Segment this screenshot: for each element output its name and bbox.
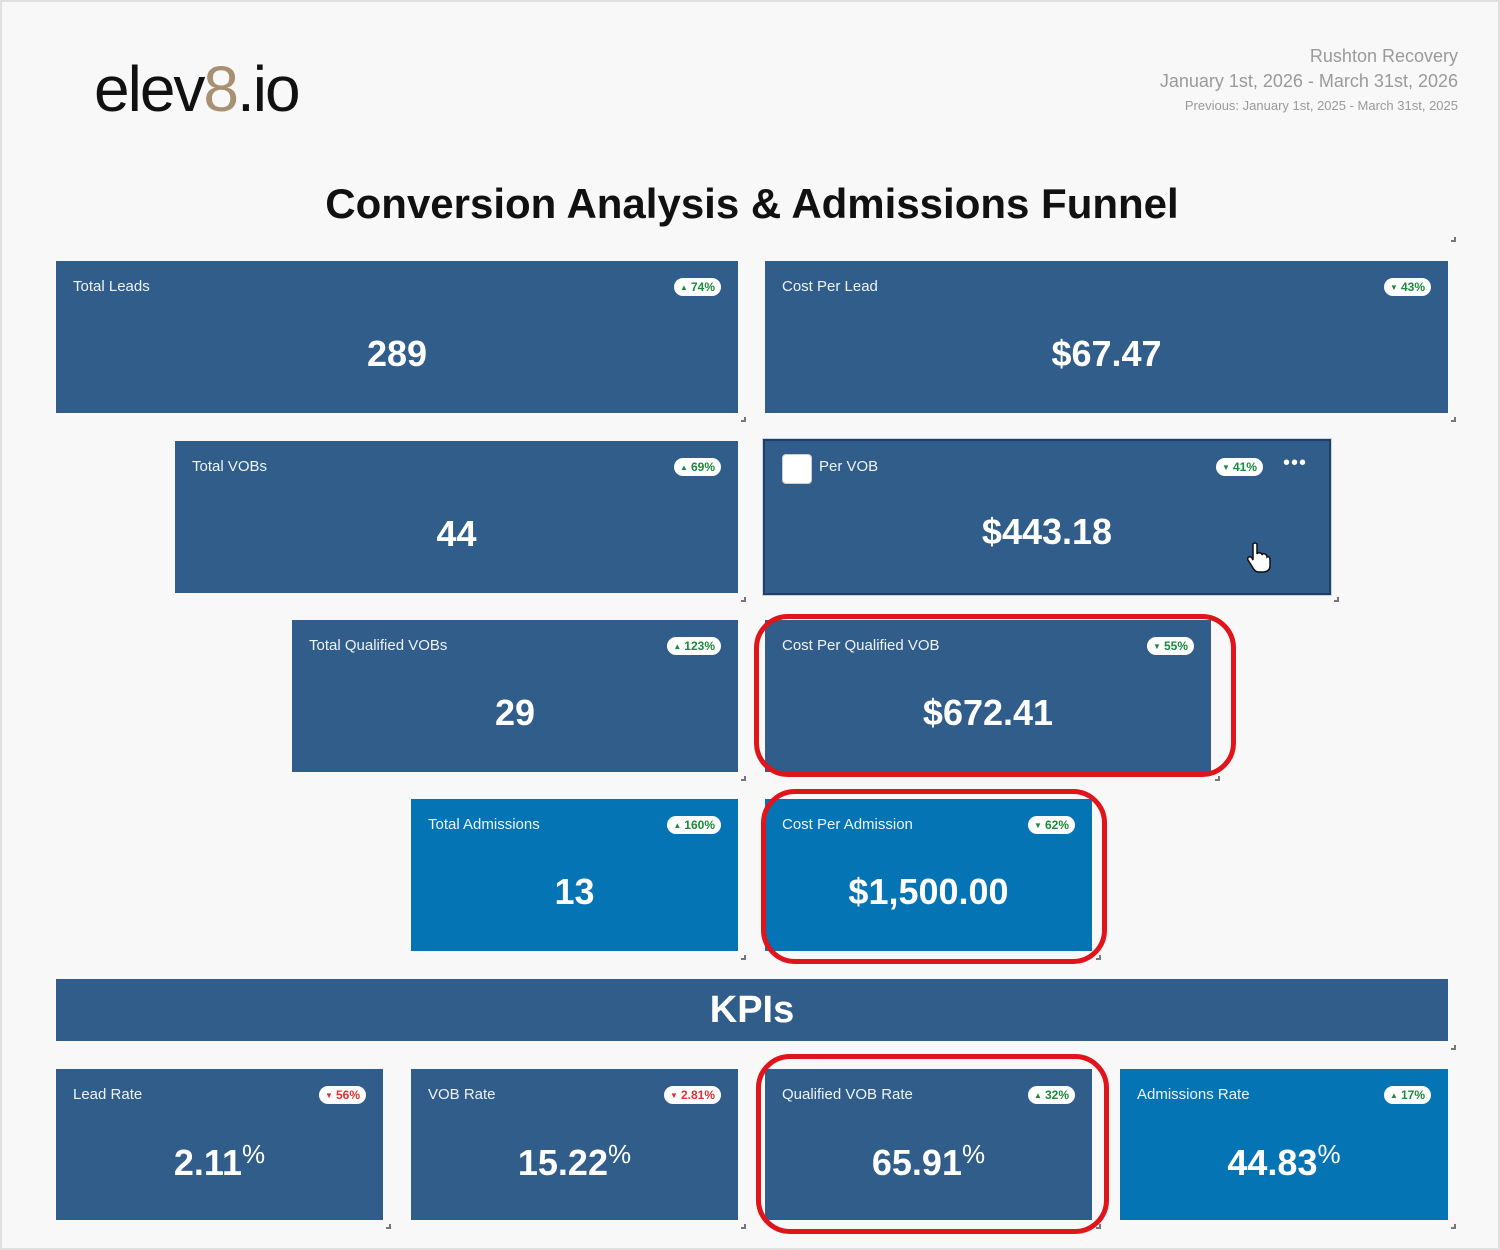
change-badge: ▲ 74% [674, 278, 721, 296]
card-label: Lead Rate [73, 1086, 143, 1103]
card-value: 289 [366, 333, 428, 374]
card-label: VOB Rate [428, 1086, 496, 1103]
card-label: Admissions Rate [1137, 1086, 1250, 1103]
admissions-rate-card[interactable]: Admissions Rate ▲ 17% 44.83% [1120, 1069, 1448, 1220]
cost-per-qualified-vob-card[interactable]: Cost Per Qualified VOB ▼ 55% $672.41 [765, 620, 1211, 772]
arrow-up-icon: ▲ [673, 642, 682, 651]
card-label: Cost Per Admission [782, 816, 913, 833]
client-name: Rushton Recovery [1309, 46, 1458, 66]
hand-cursor-icon [1246, 542, 1271, 573]
resize-handle[interactable] [1451, 417, 1456, 422]
report-header-info: Rushton Recovery January 1st, 2026 - Mar… [1160, 44, 1458, 118]
arrow-up-icon: ▲ [1390, 1091, 1398, 1100]
change-badge: ▼ 2.81% [664, 1086, 721, 1104]
total-vobs-card[interactable]: Total VOBs ▲ 69% 44 [175, 441, 738, 593]
total-qualified-vobs-card[interactable]: Total Qualified VOBs ▲ 123% 29 [292, 620, 738, 772]
resize-handle[interactable] [741, 597, 746, 602]
change-badge: ▼ 55% [1147, 637, 1194, 655]
card-value: 13 [554, 871, 595, 912]
card-value: 65.91% [871, 1139, 986, 1183]
arrow-down-icon: ▼ [670, 1091, 678, 1100]
arrow-down-icon: ▼ [1390, 283, 1398, 292]
arrow-up-icon: ▲ [680, 463, 688, 472]
page-title: Conversion Analysis & Admissions Funnel [325, 180, 1179, 227]
qualified-vob-rate-card[interactable]: Qualified VOB Rate ▲ 32% 65.91% [765, 1069, 1092, 1220]
arrow-down-icon: ▼ [1034, 821, 1042, 830]
card-value: 2.11% [173, 1139, 266, 1183]
card-value: $1,500.00 [848, 871, 1009, 912]
total-admissions-card[interactable]: Total Admissions ▲ 160% 13 [411, 799, 738, 951]
card-label: Total Qualified VOBs [309, 637, 448, 654]
vob-rate-card[interactable]: VOB Rate ▼ 2.81% 15.22% [411, 1069, 738, 1220]
highlight-outline [761, 789, 1107, 964]
resize-handle[interactable] [386, 1224, 391, 1229]
change-badge: ▲ 160% [667, 816, 721, 834]
card-value: $443.18 [981, 511, 1113, 552]
resize-handle[interactable] [1334, 597, 1339, 602]
kpis-section-header: KPIs [56, 979, 1448, 1041]
elev8-logo: elev8.io [94, 53, 301, 125]
cost-per-lead-card[interactable]: Cost Per Lead ▼ 43% $67.47 [765, 261, 1448, 413]
arrow-down-icon: ▼ [1153, 642, 1161, 651]
resize-handle[interactable] [1451, 1045, 1456, 1050]
resize-handle[interactable] [741, 1224, 746, 1229]
card-label: Total Leads [73, 278, 150, 295]
card-value: 29 [494, 692, 536, 733]
card-label: Cost Per Qualified VOB [782, 637, 940, 654]
resize-handle[interactable] [741, 955, 746, 960]
change-badge: ▲ 123% [667, 637, 721, 655]
resize-handle[interactable] [1096, 955, 1101, 960]
card-value: 15.22% [517, 1139, 632, 1183]
more-options-icon[interactable]: ••• [1282, 452, 1307, 474]
card-label: Per VOB [819, 458, 879, 475]
select-checkbox[interactable] [782, 454, 812, 484]
cost-per-admission-card[interactable]: Cost Per Admission ▼ 62% $1,500.00 [765, 799, 1092, 951]
card-value: 44.83% [1227, 1139, 1341, 1183]
resize-handle[interactable] [1215, 776, 1220, 781]
card-value: $672.41 [922, 692, 1054, 733]
lead-rate-card[interactable]: Lead Rate ▼ 56% 2.11% [56, 1069, 383, 1220]
card-label: Cost Per Lead [782, 278, 878, 295]
change-badge: ▼ 41% [1216, 458, 1263, 476]
previous-date-range: Previous: January 1st, 2025 - March 31st… [1184, 98, 1458, 113]
arrow-down-icon: ▼ [325, 1091, 333, 1100]
arrow-up-icon: ▲ [680, 283, 688, 292]
date-range: January 1st, 2026 - March 31st, 2026 [1159, 71, 1458, 91]
change-badge: ▲ 17% [1384, 1086, 1431, 1104]
resize-handle[interactable] [741, 776, 746, 781]
resize-handle[interactable] [1451, 1224, 1456, 1229]
change-badge: ▼ 43% [1384, 278, 1431, 296]
cost-per-vob-card[interactable]: Per VOB ▼ 41% ••• $443.18 [763, 439, 1331, 595]
change-badge: ▲ 32% [1028, 1086, 1075, 1104]
arrow-down-icon: ▼ [1222, 463, 1230, 472]
total-leads-card[interactable]: Total Leads ▲ 74% 289 [56, 261, 738, 413]
card-label: Total VOBs [192, 458, 268, 475]
resize-handle[interactable] [1451, 237, 1456, 242]
card-label: Total Admissions [428, 816, 540, 833]
resize-handle[interactable] [1096, 1224, 1101, 1229]
arrow-up-icon: ▲ [1034, 1091, 1042, 1100]
resize-handle[interactable] [741, 417, 746, 422]
change-badge: ▼ 62% [1028, 816, 1075, 834]
arrow-up-icon: ▲ [673, 821, 682, 830]
card-value: 44 [436, 513, 477, 554]
card-label: Qualified VOB Rate [782, 1086, 913, 1103]
change-badge: ▼ 56% [319, 1086, 366, 1104]
change-badge: ▲ 69% [674, 458, 721, 476]
highlight-outline [756, 1054, 1109, 1234]
highlight-outline [754, 614, 1236, 777]
card-value: $67.47 [1051, 333, 1162, 374]
